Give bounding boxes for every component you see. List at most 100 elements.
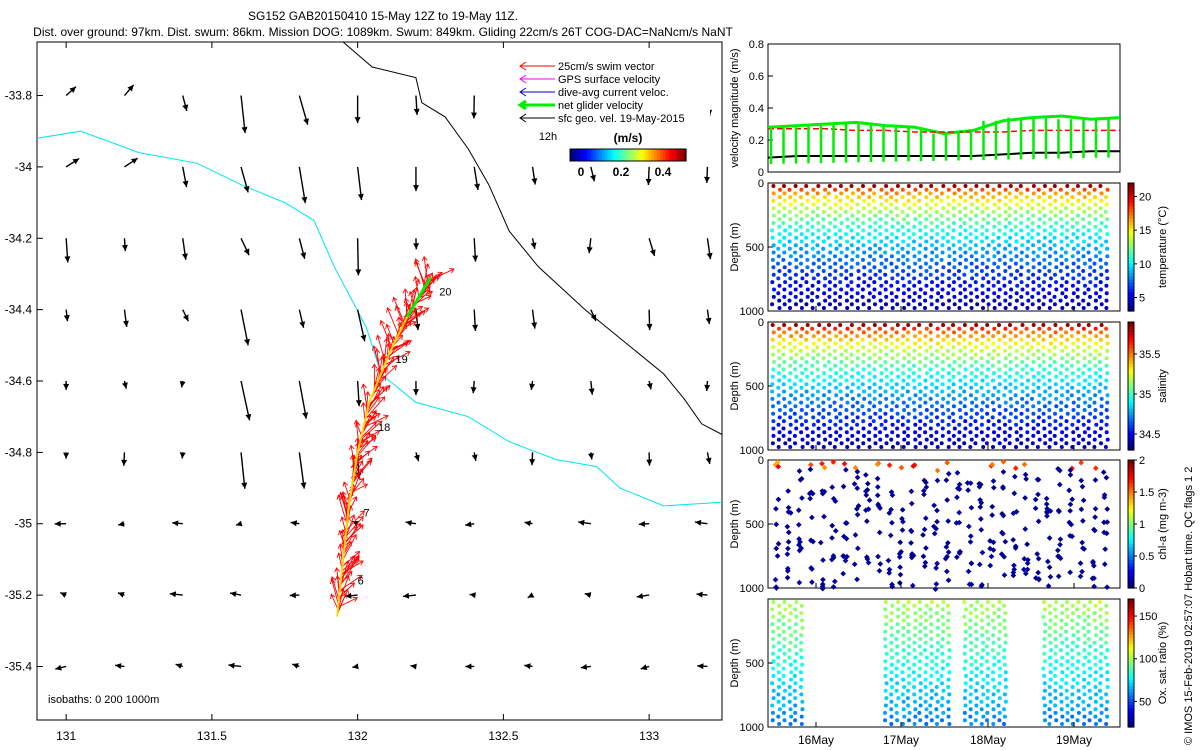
chl-sample-dot	[1101, 519, 1107, 526]
geo-velocity-arrow	[54, 520, 67, 527]
profile-sample-dot	[1060, 611, 1065, 616]
profile-sample-dot	[929, 228, 934, 233]
profile-sample-dot	[962, 666, 967, 671]
profile-colorbar-cell	[1128, 488, 1134, 493]
swim-vector	[390, 341, 409, 350]
profile-sample-dot	[1030, 221, 1035, 225]
profile-sample-dot	[1048, 334, 1053, 339]
profile-sample-dot	[798, 224, 803, 229]
profile-sample-dot	[906, 184, 911, 188]
profile-sample-dot	[1070, 283, 1075, 288]
profile-sample-dot	[1037, 408, 1042, 412]
profile-sample-dot	[905, 257, 910, 262]
colorbar-cell	[671, 149, 675, 161]
chl-sample-dot	[809, 514, 815, 521]
profile-colorbar-cell	[1128, 411, 1134, 416]
profile-sample-dot	[889, 611, 894, 616]
profile-sample-dot	[1025, 283, 1030, 288]
profile-sample-dot	[1071, 341, 1076, 346]
chl-sample-dot	[897, 564, 903, 571]
profile-colorbar-cell	[1128, 463, 1134, 467]
profile-sample-dot	[997, 213, 1002, 218]
profile-sample-dot	[783, 688, 787, 693]
profile-colorbar-tick-label: 2	[1139, 455, 1145, 467]
depth-axis-label: Depth (m)	[729, 639, 741, 688]
chl-sample-dot	[1067, 472, 1074, 478]
swim-vector-head	[402, 288, 409, 294]
profile-sample-dot	[794, 389, 798, 394]
profile-sample-dot	[1025, 422, 1030, 427]
profile-sample-dot	[1003, 633, 1008, 638]
profile-sample-dot	[1071, 291, 1076, 296]
profile-sample-dot	[928, 607, 933, 612]
profile-sample-dot	[992, 326, 997, 331]
profile-sample-dot	[826, 360, 831, 364]
profile-sample-dot	[839, 272, 844, 277]
profile-sample-dot	[879, 341, 883, 346]
profile-sample-dot	[939, 191, 944, 196]
profile-sample-dot	[1002, 283, 1007, 288]
profile-sample-dot	[1076, 637, 1081, 641]
geo-velocity-head	[64, 256, 71, 263]
profile-sample-dot	[979, 670, 984, 675]
profile-sample-dot	[1031, 389, 1036, 394]
profile-sample-dot	[1075, 607, 1080, 612]
swim-vector-head	[336, 494, 343, 500]
profile-sample-dot	[968, 685, 973, 689]
profile-sample-dot	[777, 618, 782, 623]
profile-colorbar-cell	[1128, 599, 1134, 603]
profile-sample-dot	[906, 345, 911, 350]
profile-sample-dot	[1008, 360, 1013, 364]
profile-colorbar-cell	[1128, 322, 1134, 326]
swim-vector-head	[405, 350, 411, 356]
profile-sample-dot	[974, 629, 979, 634]
profile-sample-dot	[951, 367, 956, 372]
profile-sample-dot	[1093, 298, 1098, 303]
profile-sample-dot	[1105, 677, 1110, 682]
profile-sample-dot	[828, 221, 833, 225]
profile-sample-dot	[1008, 411, 1013, 416]
profile-sample-dot	[912, 722, 917, 726]
profile-sample-dot	[804, 206, 809, 211]
profile-sample-dot	[1030, 396, 1034, 401]
profile-colorbar-cell	[1128, 421, 1134, 425]
profile-sample-dot	[902, 217, 906, 222]
geo-velocity-head	[182, 104, 189, 111]
profile-sample-dot	[811, 422, 816, 427]
profile-sample-dot	[1070, 378, 1075, 383]
profile-sample-dot	[1087, 213, 1092, 218]
profile-colorbar-cell	[1128, 605, 1134, 610]
profile-sample-dot	[879, 254, 883, 259]
profile-sample-dot	[964, 411, 968, 416]
colorbar-cell	[587, 149, 591, 161]
geo-velocity-arrow	[182, 166, 189, 188]
profile-sample-dot	[1070, 356, 1075, 361]
profile-sample-dot	[794, 213, 799, 218]
profile-sample-dot	[771, 629, 776, 634]
geo-velocity-head	[290, 520, 298, 527]
chl-sample-dot	[897, 539, 904, 546]
profile-sample-dot	[895, 243, 900, 248]
profile-sample-dot	[935, 195, 939, 200]
profile-sample-dot	[1047, 445, 1052, 449]
profile-colorbar-cell	[1128, 376, 1134, 381]
profile-sample-dot	[929, 441, 934, 446]
colorbar-cell	[642, 149, 646, 161]
profile-sample-dot	[1043, 659, 1047, 664]
profile-sample-dot	[1036, 224, 1041, 229]
profile-sample-dot	[957, 306, 962, 310]
chl-sample-dot	[854, 485, 861, 492]
chl-sample-dot	[889, 519, 895, 526]
profile-sample-dot	[1070, 625, 1075, 630]
geo-velocity-arrow	[55, 664, 67, 671]
profile-sample-dot	[834, 393, 839, 398]
profile-sample-dot	[861, 411, 866, 416]
profile-sample-dot	[833, 187, 838, 192]
geo-velocity-shaft	[240, 452, 246, 489]
profile-sample-dot	[947, 648, 952, 653]
profile-sample-dot	[974, 637, 979, 641]
chl-sample-dot	[886, 570, 892, 576]
profile-sample-dot	[867, 393, 872, 398]
profile-sample-dot	[781, 337, 786, 342]
